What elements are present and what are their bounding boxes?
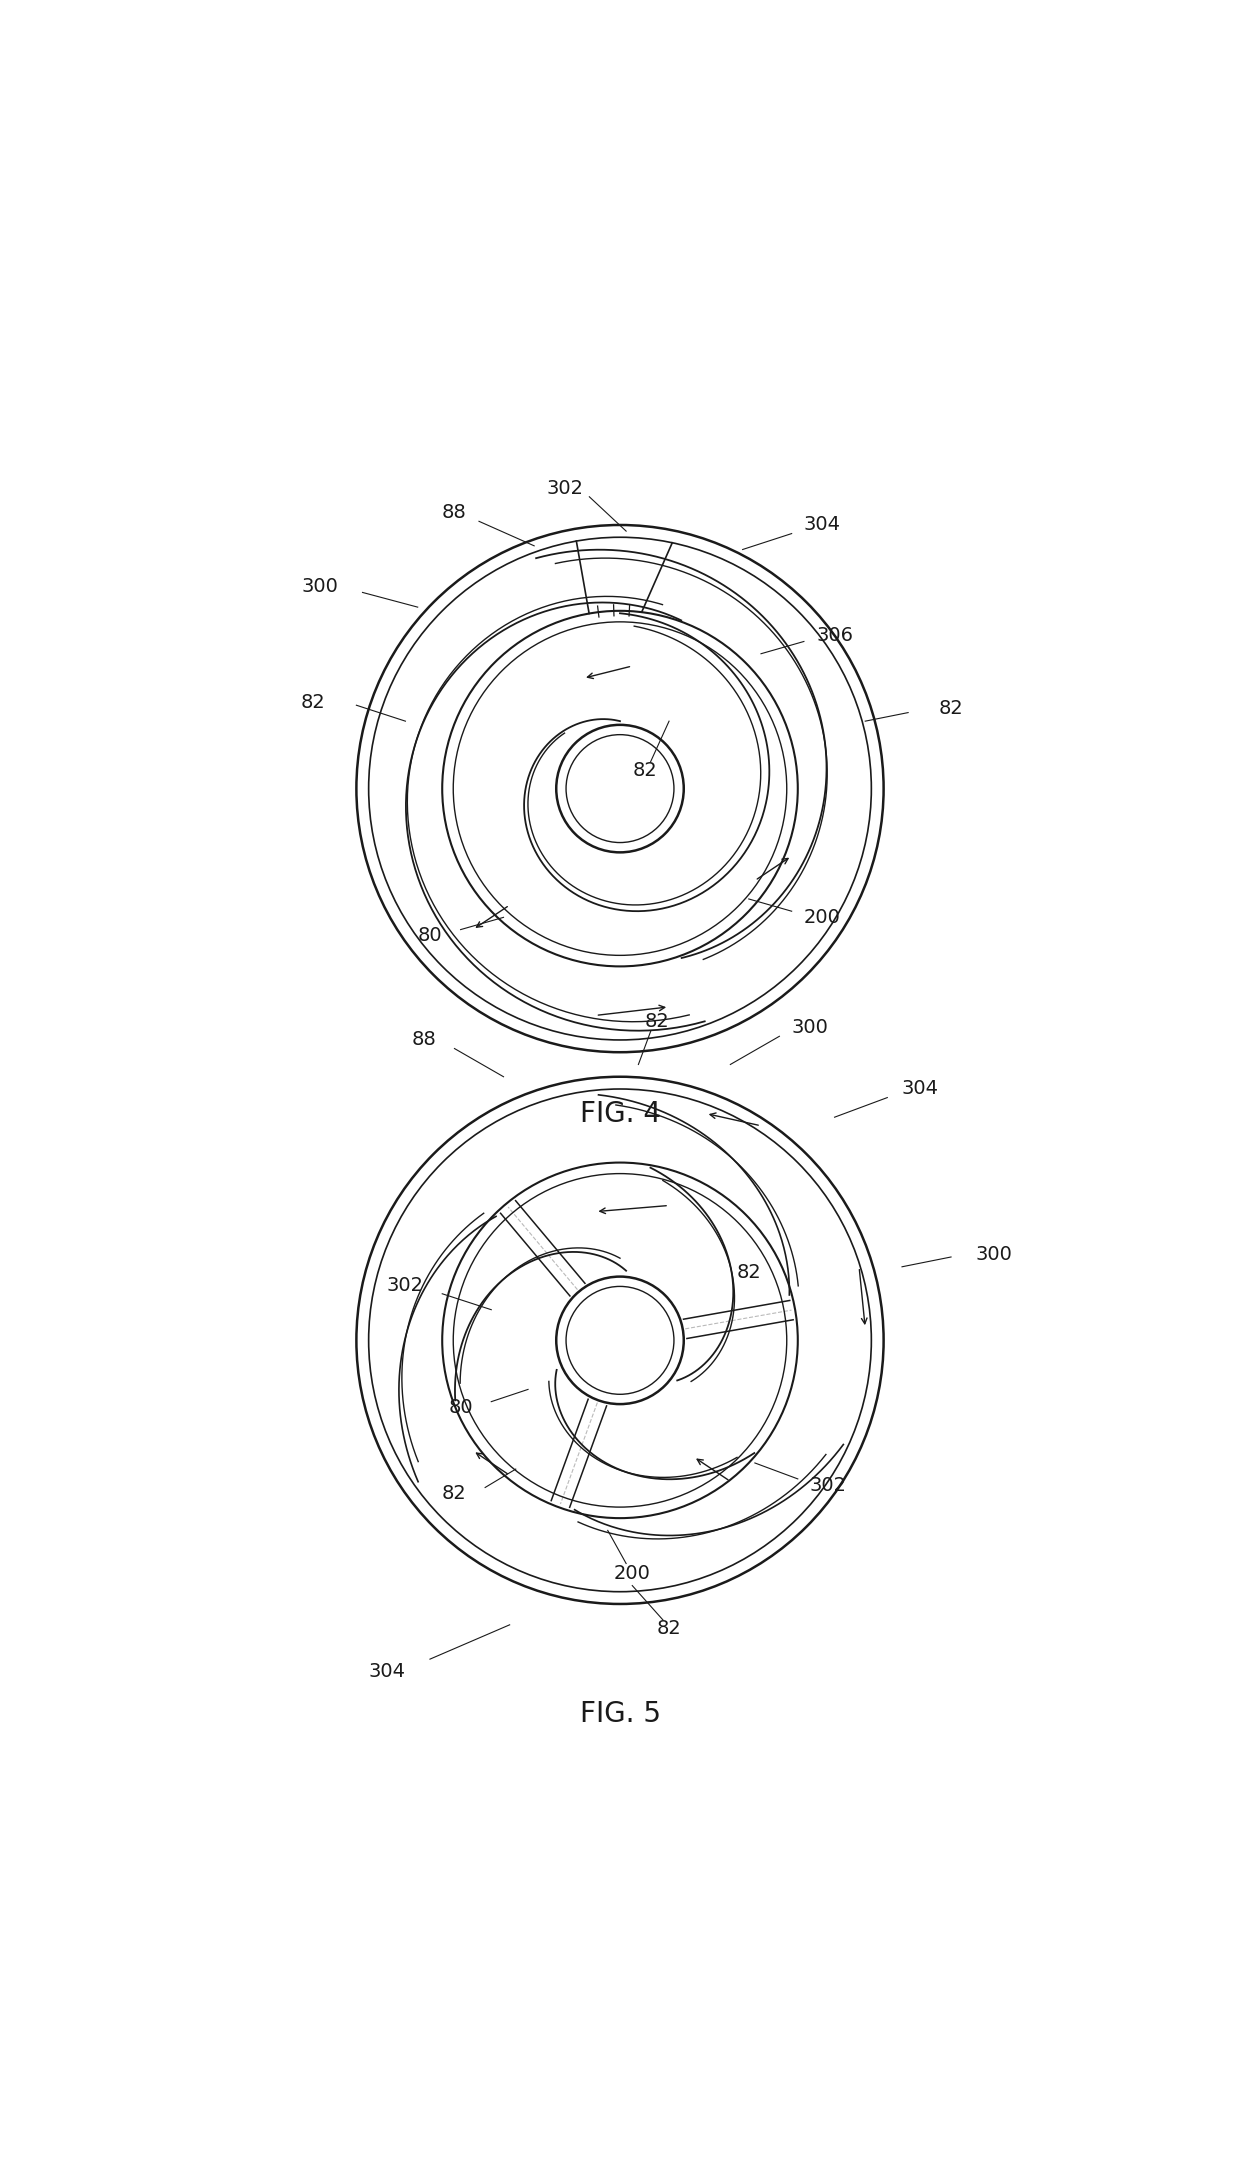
Text: 82: 82	[443, 1483, 466, 1503]
Text: 82: 82	[301, 693, 326, 712]
Text: 302: 302	[547, 479, 583, 499]
Text: 300: 300	[301, 577, 339, 597]
Text: 82: 82	[737, 1263, 761, 1283]
Text: 200: 200	[804, 908, 841, 928]
Text: 82: 82	[657, 1618, 682, 1638]
Text: FIG. 4: FIG. 4	[579, 1100, 661, 1128]
Text: 302: 302	[387, 1276, 424, 1294]
Text: 304: 304	[368, 1662, 405, 1681]
Text: FIG. 5: FIG. 5	[579, 1701, 661, 1729]
Text: 82: 82	[645, 1013, 670, 1030]
Text: 80: 80	[418, 926, 443, 945]
Text: 300: 300	[976, 1246, 1012, 1263]
Text: 82: 82	[632, 760, 657, 780]
Text: 304: 304	[901, 1080, 939, 1098]
Text: 300: 300	[791, 1017, 828, 1037]
Text: 88: 88	[443, 503, 466, 523]
Text: 306: 306	[816, 625, 853, 645]
Text: 304: 304	[804, 516, 841, 534]
Text: 88: 88	[412, 1030, 436, 1050]
Text: 200: 200	[614, 1564, 651, 1583]
Text: 82: 82	[939, 699, 963, 719]
Text: 302: 302	[810, 1475, 847, 1494]
Text: 80: 80	[449, 1398, 472, 1418]
